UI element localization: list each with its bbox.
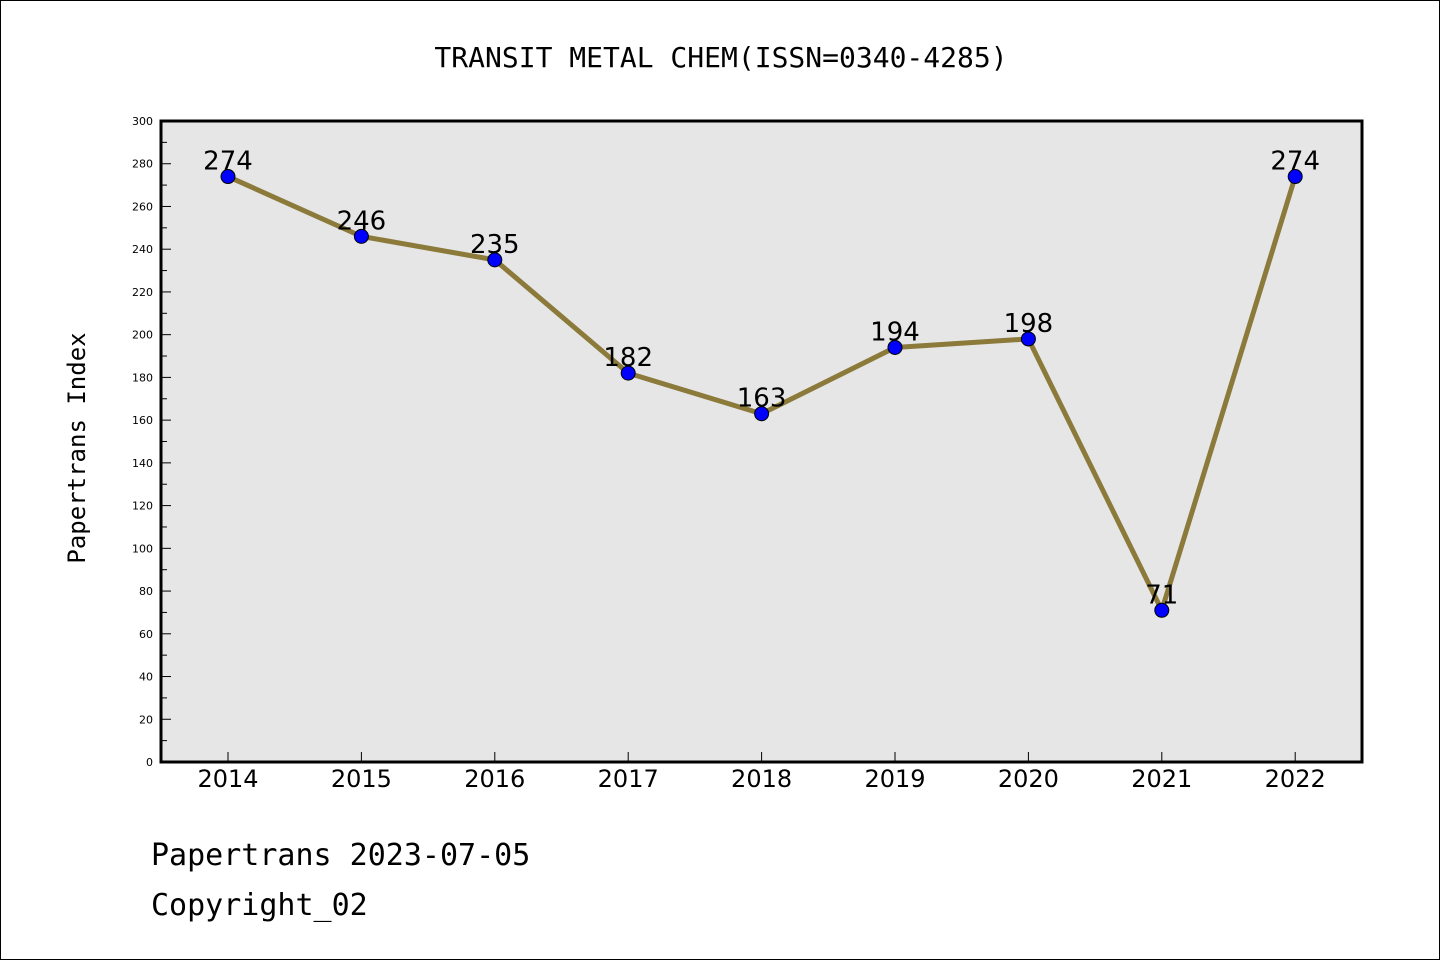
y-tick-label: 100 [132, 542, 153, 555]
data-point-marker [353, 228, 369, 244]
x-tick-label: 2015 [331, 765, 392, 793]
data-label: 274 [1270, 147, 1320, 177]
data-label: 198 [1004, 309, 1054, 339]
plot-area [159, 119, 1364, 764]
data-label: 182 [603, 343, 653, 373]
data-label: 194 [870, 317, 920, 347]
y-tick-label: 60 [139, 628, 153, 641]
y-tick-label: 240 [132, 243, 153, 256]
data-point-marker [1154, 602, 1170, 618]
y-tick-label: 160 [132, 414, 153, 427]
y-tick-label: 0 [146, 756, 153, 769]
data-label: 163 [737, 384, 787, 414]
x-tick-label: 2014 [197, 765, 258, 793]
data-label-group: 274 246 235 182 163 194 198 71 274 [203, 147, 1320, 611]
x-tick-label: 2018 [731, 765, 792, 793]
x-tick-label: 2016 [464, 765, 525, 793]
data-point-marker [487, 252, 503, 268]
footer-copyright-text: Copyright_02 [151, 888, 368, 923]
data-point-marker [620, 365, 636, 381]
y-tick-label: 180 [132, 371, 153, 384]
y-tick-label: 280 [132, 158, 153, 171]
y-tick-label: 80 [139, 585, 153, 598]
y-tick-label: 200 [132, 329, 153, 342]
y-tick-label: 120 [132, 500, 153, 513]
data-label: 246 [337, 206, 387, 236]
y-axis-label: Papertrans Index [63, 332, 91, 563]
y-tick-label: 20 [139, 713, 153, 726]
chart-title: TRANSIT METAL CHEM(ISSN=0340-4285) [434, 41, 1007, 74]
footer-date-text: Papertrans 2023-07-05 [151, 838, 530, 873]
data-label: 235 [470, 230, 520, 260]
y-tick-label: 140 [132, 457, 153, 470]
x-axis: 2014 2015 2016 2017 2018 2019 2020 2021 2022 [197, 752, 1326, 793]
x-tick-label: 2017 [598, 765, 659, 793]
x-tick-label: 2022 [1265, 765, 1326, 793]
y-tick-label: 260 [132, 200, 153, 213]
data-label: 274 [203, 147, 253, 177]
y-tick-label: 220 [132, 286, 153, 299]
marker-group [220, 169, 1303, 618]
data-point-marker [754, 406, 770, 422]
y-tick-label: 300 [132, 115, 153, 128]
x-tick-label: 2020 [998, 765, 1059, 793]
x-tick-label: 2019 [864, 765, 925, 793]
x-tick-label: 2021 [1131, 765, 1192, 793]
y-axis: 0 20 40 60 80 100 120 140 160 180 200 220 240 260 280 3… [132, 115, 171, 769]
data-point-marker [1020, 331, 1036, 347]
data-point-marker [220, 169, 236, 185]
data-point-marker [887, 339, 903, 355]
data-point-marker [1287, 169, 1303, 185]
data-label: 71 [1145, 580, 1178, 610]
y-tick-label: 40 [139, 671, 153, 684]
